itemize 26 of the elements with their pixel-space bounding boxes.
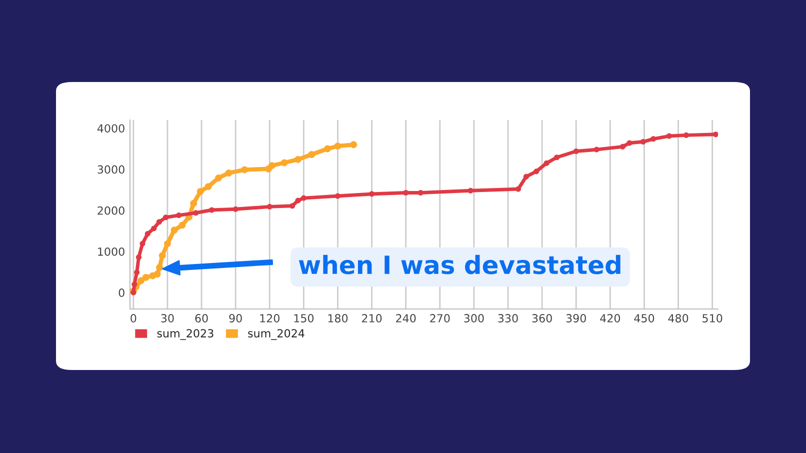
x-tick-label: 150 [294, 314, 314, 322]
x-tick-label: 30 [161, 314, 174, 322]
x-tick-label: 90 [229, 314, 242, 322]
x-tick-label: 120 [260, 314, 280, 322]
x-tick-label: 450 [634, 314, 654, 322]
x-tick-label: 510 [702, 314, 722, 322]
x-tick-label: 420 [600, 314, 620, 322]
y-tick-label: 4000 [97, 124, 124, 133]
x-tick-label: 240 [396, 314, 416, 322]
legend-label: sum_2023 [157, 329, 214, 340]
legend-label: sum_2024 [248, 329, 304, 340]
x-tick-label: 360 [532, 314, 552, 322]
x-tick-label: 180 [328, 314, 348, 322]
x-tick-label: 210 [362, 314, 382, 322]
y-tick-label: 0 [118, 288, 124, 297]
annotation: when I was devastated [298, 254, 620, 274]
x-tick-label: 390 [566, 314, 586, 322]
y-tick-label: 1000 [98, 247, 124, 256]
x-tick-label: 0 [130, 314, 136, 322]
x-tick-label: 330 [498, 314, 518, 322]
x-tick-label: 480 [668, 314, 688, 322]
x-tick-label: 300 [464, 314, 484, 322]
y-tick-label: 3000 [98, 165, 124, 174]
y-tick-label: 2000 [98, 206, 124, 215]
x-tick-label: 270 [430, 314, 450, 322]
x-tick-label: 60 [195, 314, 208, 322]
